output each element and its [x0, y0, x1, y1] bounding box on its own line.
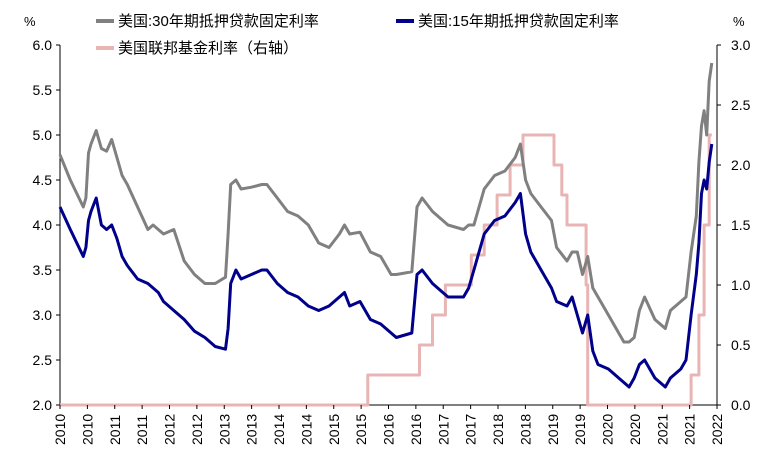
x-tick-label: 2015	[326, 414, 342, 445]
x-tick-label: 2016	[381, 414, 397, 445]
x-axis-ticks: 2010 2010 2011 2011 2012 2012 2013 2013 2014 2014…	[52, 405, 725, 445]
legend-label-30y: 美国:30年期抵押贷款固定利率	[118, 13, 319, 30]
left-tick-label: 5.5	[33, 82, 53, 98]
right-tick-label: 0.5	[731, 337, 751, 353]
left-axis-unit: %	[24, 14, 36, 29]
series-layer	[58, 62, 714, 407]
x-tick-label: 2011	[134, 415, 150, 445]
x-tick-label: 2014	[298, 414, 314, 445]
x-tick-label: 2012	[162, 414, 178, 445]
x-tick-label: 2018	[490, 414, 506, 445]
right-tick-label: 0.0	[731, 397, 751, 413]
x-tick-label: 2019	[572, 414, 588, 445]
x-tick-label: 2012	[189, 414, 205, 445]
left-tick-label: 3.5	[33, 262, 53, 278]
x-tick-label: 2014	[271, 414, 287, 445]
left-tick-label: 6.0	[33, 37, 53, 53]
series-line-2	[60, 133, 712, 407]
legend-label-15y: 美国:15年期抵押贷款固定利率	[418, 13, 619, 30]
x-tick-label: 2010	[79, 414, 95, 445]
legend: 美国:30年期抵押贷款固定利率 美国:15年期抵押贷款固定利率 美国联邦基金利率…	[96, 13, 619, 57]
x-tick-label: 2021	[682, 414, 698, 445]
x-tick-label: 2015	[353, 414, 369, 445]
left-tick-label: 5.0	[33, 127, 53, 143]
x-tick-label: 2022	[709, 414, 725, 445]
right-tick-label: 1.5	[731, 217, 751, 233]
x-tick-label: 2013	[244, 414, 260, 445]
x-tick-label: 2017	[435, 414, 451, 445]
x-tick-label: 2011	[107, 415, 123, 445]
series-line-0	[58, 62, 714, 344]
right-tick-label: 2.0	[731, 157, 751, 173]
right-tick-label: 2.5	[731, 97, 751, 113]
left-tick-label: 3.0	[33, 307, 53, 323]
left-tick-label: 4.5	[33, 172, 53, 188]
left-tick-label: 4.0	[33, 217, 53, 233]
x-tick-label: 2019	[545, 414, 561, 445]
x-tick-label: 2021	[654, 414, 670, 445]
right-tick-label: 1.0	[731, 277, 751, 293]
series-line-1	[58, 143, 714, 389]
left-tick-label: 2.5	[33, 352, 53, 368]
right-axis-ticks: 0.0 0.5 1.0 1.5 2.0 2.5 3.0	[717, 37, 751, 413]
x-tick-label: 2016	[408, 414, 424, 445]
left-axis-ticks: 2.0 2.5 3.0 3.5 4.0 4.5 5.0 5.5 6.0	[33, 37, 60, 413]
x-tick-label: 2013	[216, 414, 232, 445]
legend-label-fedfunds: 美国联邦基金利率（右轴）	[118, 40, 298, 57]
x-tick-label: 2017	[463, 414, 479, 445]
x-tick-label: 2018	[517, 414, 533, 445]
right-axis-unit: %	[733, 14, 745, 29]
x-tick-label: 2010	[52, 414, 68, 445]
x-tick-label: 2020	[627, 414, 643, 445]
left-tick-label: 2.0	[33, 397, 53, 413]
right-tick-label: 3.0	[731, 37, 751, 53]
x-tick-label: 2020	[600, 414, 616, 445]
axes	[59, 45, 718, 406]
